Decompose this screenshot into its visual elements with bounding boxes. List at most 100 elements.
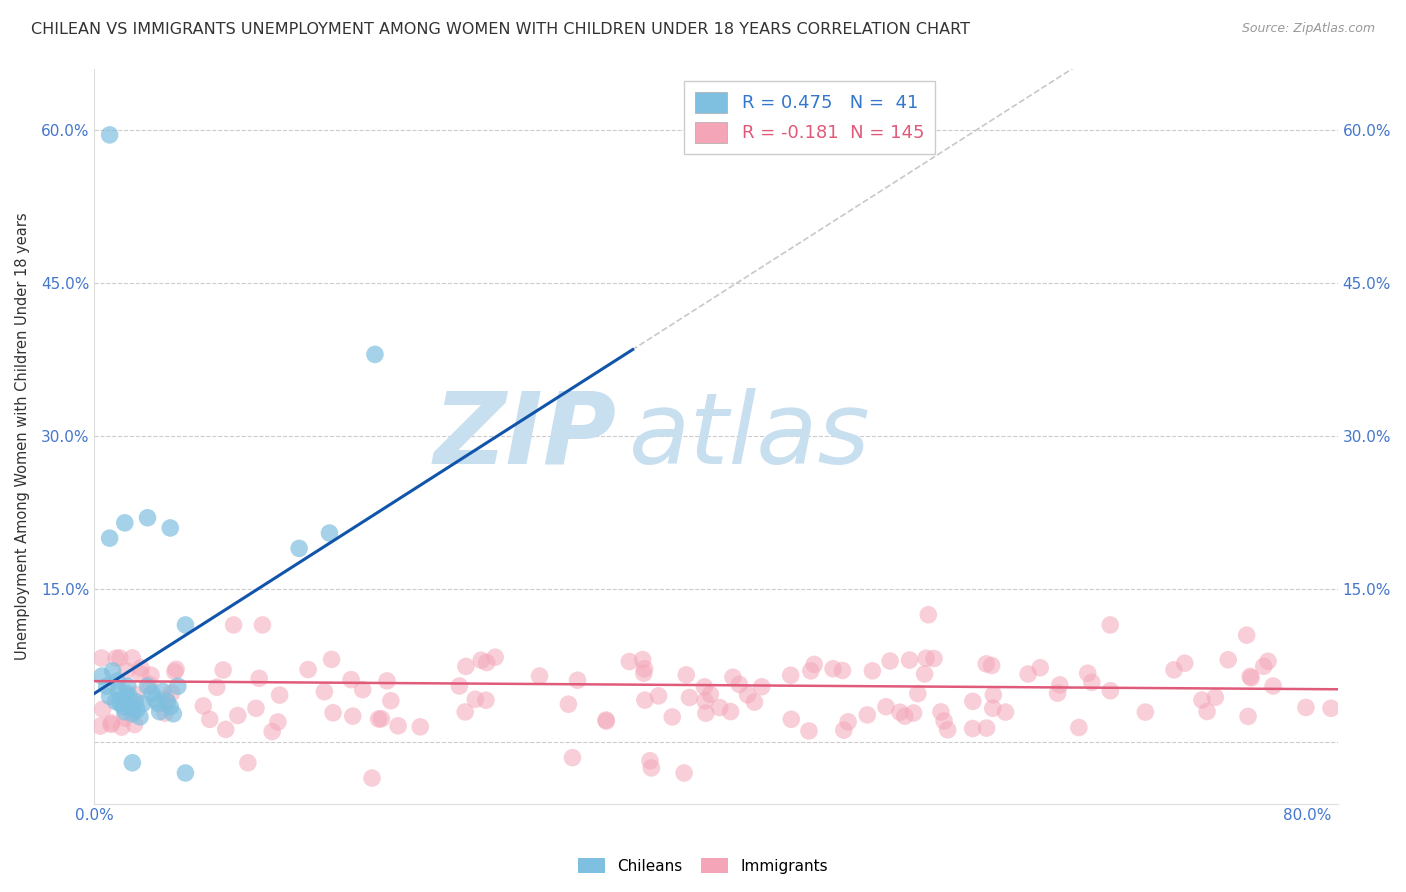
Point (146, 697, 169, 711)
Point (174, 618, 197, 632)
Point (141, 686, 163, 700)
Point (922, 651, 945, 665)
Text: CHILEAN VS IMMIGRANTS UNEMPLOYMENT AMONG WOMEN WITH CHILDREN UNDER 18 YEARS CORR: CHILEAN VS IMMIGRANTS UNEMPLOYMENT AMONG… (31, 22, 970, 37)
Legend: Chileans, Immigrants: Chileans, Immigrants (572, 852, 834, 880)
Point (837, 714, 859, 729)
Point (318, 526, 340, 541)
Point (894, 709, 917, 723)
Point (721, 670, 744, 684)
Point (100, 715, 122, 730)
Point (557, 697, 579, 711)
Point (800, 664, 823, 678)
Point (475, 693, 498, 707)
Point (124, 694, 146, 708)
Point (1261, 679, 1284, 693)
Point (90, 651, 112, 665)
Point (1046, 686, 1069, 700)
Point (409, 720, 432, 734)
Point (322, 706, 344, 720)
Point (155, 691, 177, 706)
Point (121, 756, 143, 770)
Point (96, 679, 118, 693)
Point (638, 754, 661, 768)
Point (914, 667, 936, 681)
Point (737, 688, 759, 702)
Point (129, 710, 152, 724)
Point (1029, 661, 1052, 675)
Point (898, 653, 921, 667)
Point (101, 664, 124, 678)
Point (156, 694, 179, 708)
Point (693, 680, 716, 694)
Point (269, 688, 291, 702)
Point (1240, 671, 1263, 685)
Point (879, 654, 901, 668)
Point (1174, 656, 1197, 670)
Point (125, 687, 148, 701)
Point (780, 712, 803, 726)
Point (138, 677, 160, 691)
Point (470, 653, 492, 667)
Point (889, 705, 911, 719)
Point (205, 680, 228, 694)
Point (120, 699, 142, 714)
Text: ZIP: ZIP (433, 387, 617, 484)
Point (976, 721, 998, 735)
Point (107, 684, 129, 698)
Point (129, 666, 152, 681)
Point (631, 652, 654, 666)
Point (1320, 701, 1343, 715)
Point (1218, 653, 1240, 667)
Point (111, 692, 134, 706)
Point (104, 694, 127, 708)
Point (744, 695, 766, 709)
Point (89, 719, 111, 733)
Point (1067, 721, 1090, 735)
Point (1236, 628, 1258, 642)
Point (125, 703, 148, 717)
Point (856, 707, 879, 722)
Point (678, 690, 700, 705)
Point (91, 702, 114, 716)
Point (247, 671, 270, 685)
Point (252, 618, 274, 632)
Point (907, 687, 929, 701)
Point (994, 705, 1017, 719)
Point (595, 714, 617, 728)
Point (929, 705, 952, 719)
Point (595, 713, 617, 727)
Point (464, 692, 486, 706)
Point (1197, 705, 1219, 719)
Point (709, 700, 731, 714)
Point (136, 510, 159, 524)
Point (321, 652, 343, 666)
Point (222, 618, 245, 632)
Point (153, 706, 176, 720)
Point (108, 651, 131, 665)
Point (1239, 669, 1261, 683)
Y-axis label: Unemployment Among Women with Children Under 18 years: Unemployment Among Women with Children U… (15, 212, 30, 660)
Point (1077, 666, 1099, 681)
Point (215, 723, 238, 737)
Point (340, 673, 363, 687)
Point (267, 714, 290, 729)
Point (98, 128, 121, 142)
Point (1135, 705, 1157, 719)
Point (364, 347, 387, 361)
Point (91, 669, 114, 683)
Point (139, 668, 162, 682)
Point (567, 673, 589, 688)
Point (832, 723, 855, 738)
Point (114, 516, 136, 530)
Point (100, 717, 122, 731)
Point (375, 673, 398, 688)
Point (1204, 690, 1226, 705)
Point (193, 698, 215, 713)
Point (962, 694, 984, 708)
Point (1257, 654, 1279, 668)
Point (449, 679, 471, 693)
Point (454, 659, 477, 673)
Point (932, 714, 955, 728)
Point (673, 766, 696, 780)
Point (121, 651, 143, 665)
